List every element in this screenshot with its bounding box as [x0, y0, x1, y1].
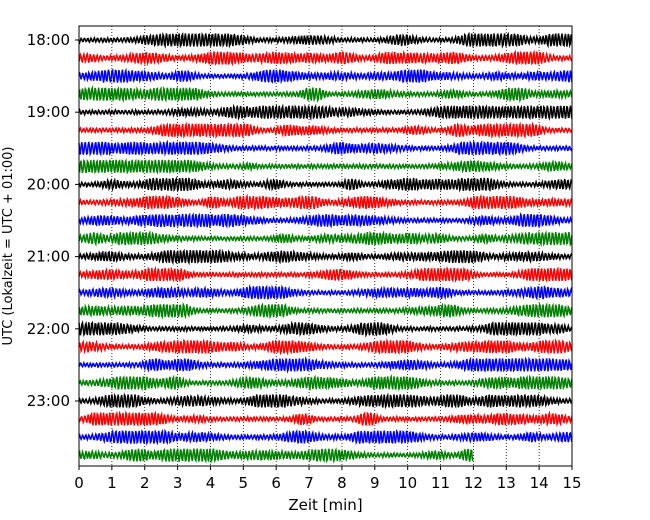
x-tick-label: 8 [337, 474, 347, 492]
trace-2130 [78, 284, 573, 301]
y-axis-label: UTC (Lokalzeit = UTC + 01:00) [1, 147, 16, 346]
trace-2245 [78, 373, 573, 392]
trace-2015 [78, 193, 573, 212]
x-axis-ticks: 0 1 2 3 4 5 6 7 8 9 10 11 12 13 14 15 [74, 466, 582, 492]
y-tick-label: 20:00 [27, 175, 70, 193]
x-tick-label: 14 [530, 474, 549, 492]
trace-2200 [78, 320, 573, 338]
trace-2300 [78, 392, 573, 410]
x-tick-label: 7 [304, 474, 314, 492]
trace-1815 [78, 49, 573, 67]
y-axis-ticks: 18:00 19:00 20:00 21:00 22:00 23:00 [27, 31, 79, 410]
plot-frame [78, 25, 573, 467]
trace-2100 [78, 248, 573, 266]
x-tick-label: 5 [239, 474, 249, 492]
trace-1915 [78, 121, 573, 140]
grid-lines [111, 26, 540, 466]
seismic-traces [78, 31, 573, 465]
x-tick-label: 6 [271, 474, 281, 492]
trace-2115 [78, 265, 573, 283]
y-tick-label: 18:00 [27, 31, 70, 49]
x-axis-label: Zeit [min] [288, 496, 362, 514]
y-tick-label: 23:00 [27, 392, 70, 410]
y-tick-label: 22:00 [27, 320, 70, 338]
x-tick-label: 10 [398, 474, 417, 492]
trace-1930 [78, 139, 573, 157]
trace-2000 [78, 176, 573, 193]
trace-2315 [78, 410, 573, 428]
trace-1830 [78, 67, 573, 85]
x-tick-label: 13 [497, 474, 516, 492]
x-tick-label: 15 [562, 474, 581, 492]
x-tick-label: 2 [140, 474, 150, 492]
x-tick-label: 3 [173, 474, 183, 492]
x-tick-label: 9 [370, 474, 380, 492]
trace-2345 [78, 447, 474, 465]
trace-1945 [78, 158, 573, 175]
trace-1845 [78, 85, 573, 104]
trace-2230 [78, 355, 573, 374]
y-tick-label: 19:00 [27, 103, 70, 121]
trace-2045 [78, 230, 573, 248]
y-tick-label: 21:00 [27, 248, 70, 266]
trace-2215 [78, 337, 573, 356]
x-tick-label: 4 [206, 474, 216, 492]
x-tick-label: 11 [431, 474, 450, 492]
trace-2145 [78, 301, 573, 320]
x-tick-label: 12 [464, 474, 483, 492]
x-tick-label: 1 [107, 474, 117, 492]
trace-2330 [78, 428, 573, 446]
x-tick-label: 0 [74, 474, 84, 492]
trace-2030 [78, 212, 573, 230]
trace-1900 [78, 103, 573, 122]
trace-1800 [78, 31, 573, 49]
